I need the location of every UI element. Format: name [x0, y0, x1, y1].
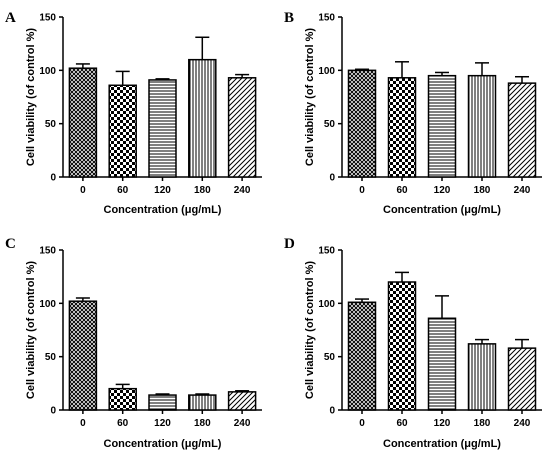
bar-0: [68, 300, 98, 411]
x-axis-title: Concentration (μg/mL): [104, 204, 222, 216]
bar-0: [68, 67, 98, 178]
x-tick-label: 0: [359, 185, 365, 196]
bar-240: [507, 82, 537, 178]
bar-180: [467, 343, 497, 411]
y-tick-label: 150: [318, 246, 335, 257]
x-tick-label: 0: [80, 418, 86, 429]
bar-120: [427, 317, 457, 411]
bar-0: [347, 301, 377, 411]
y-tick-label: 0: [329, 173, 335, 184]
x-tick-label: 60: [117, 185, 129, 196]
y-tick-label: 150: [39, 13, 56, 24]
bar-60: [108, 84, 137, 178]
y-tick-label: 0: [50, 173, 56, 184]
x-tick-label: 0: [359, 418, 365, 429]
panel-letter: D: [284, 236, 295, 252]
x-tick-label: 0: [80, 185, 86, 196]
bar-240: [227, 77, 257, 178]
x-tick-label: 180: [194, 185, 211, 196]
bar-120: [148, 394, 177, 411]
x-tick-label: 60: [396, 418, 408, 429]
x-tick-label: 120: [434, 185, 451, 196]
y-tick-label: 100: [39, 299, 56, 310]
y-axis-title: Cell viability (of control %): [25, 261, 37, 399]
panel-d: D 0 50 100 150 0 60 120 180 240 Concentration (μg/…: [284, 236, 542, 450]
bar-120: [148, 79, 177, 178]
x-tick-label: 240: [234, 185, 251, 196]
y-axis-title: Cell viability (of control %): [304, 28, 316, 166]
y-axis-title: Cell viability (of control %): [304, 261, 316, 399]
y-tick-label: 0: [50, 406, 56, 417]
bar-240: [227, 391, 257, 411]
x-tick-label: 60: [396, 185, 408, 196]
bar-180: [188, 58, 217, 178]
bar-120: [427, 74, 457, 178]
x-tick-label: 180: [474, 418, 491, 429]
x-tick-label: 180: [194, 418, 211, 429]
x-tick-label: 120: [154, 185, 171, 196]
x-tick-label: 60: [117, 418, 129, 429]
bar-240: [507, 347, 537, 411]
y-tick-label: 100: [318, 299, 335, 310]
y-tick-label: 150: [318, 13, 335, 24]
y-tick-label: 50: [45, 119, 57, 130]
x-tick-label: 240: [514, 418, 531, 429]
y-tick-label: 50: [324, 119, 336, 130]
x-tick-label: 240: [234, 418, 251, 429]
y-tick-label: 100: [39, 66, 56, 77]
panel-letter: A: [5, 10, 16, 26]
x-axis-title: Concentration (μg/mL): [383, 204, 501, 216]
panel-c: C 0 50 100 150 0 60 120 180 240 Concentration (μg/…: [5, 236, 262, 450]
bar-180: [467, 74, 497, 178]
panel-letter: C: [5, 236, 16, 252]
y-tick-label: 150: [39, 246, 56, 257]
bar-60: [387, 281, 417, 411]
panel-b: B 0 50 100 150 0 60 120 180 240 Concentration (μg/…: [284, 10, 542, 216]
x-axis-title: Concentration (μg/mL): [383, 438, 501, 450]
panel-a: A 0 50 100 150 0 60 120 180 240 Concentration (μg/…: [5, 10, 262, 216]
x-axis-title: Concentration (μg/mL): [104, 438, 222, 450]
bar-60: [387, 77, 417, 178]
panel-letter: B: [284, 10, 294, 26]
x-tick-label: 120: [434, 418, 451, 429]
bar-180: [188, 394, 217, 411]
y-tick-label: 100: [318, 66, 335, 77]
x-tick-label: 240: [514, 185, 531, 196]
bar-60: [108, 387, 137, 411]
y-tick-label: 50: [45, 352, 57, 363]
x-tick-label: 120: [154, 418, 171, 429]
y-tick-label: 0: [329, 406, 335, 417]
y-axis-title: Cell viability (of control %): [25, 28, 37, 166]
y-tick-label: 50: [324, 352, 336, 363]
x-tick-label: 180: [474, 185, 491, 196]
bar-0: [347, 69, 377, 178]
